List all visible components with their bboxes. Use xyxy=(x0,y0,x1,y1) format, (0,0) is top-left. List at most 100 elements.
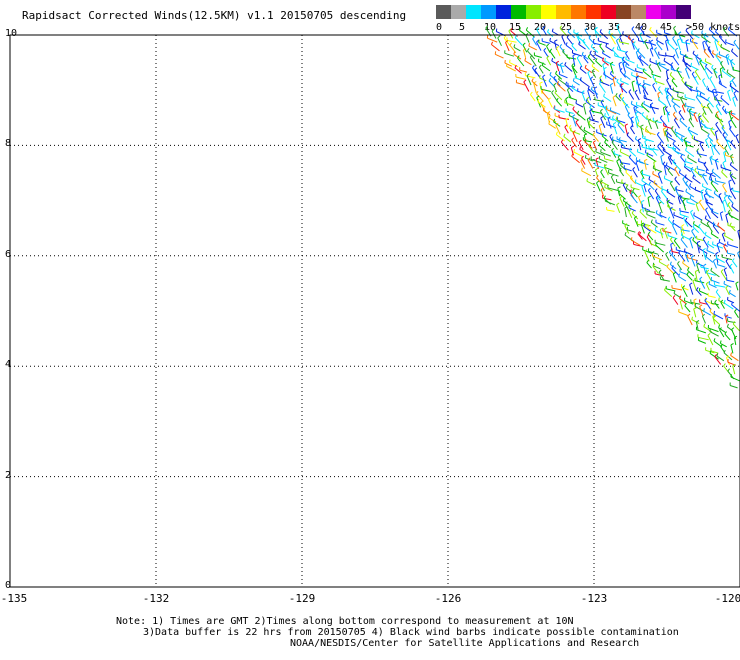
wind-barb xyxy=(557,48,561,56)
wind-barb-flag xyxy=(543,75,545,77)
wind-barb-flag xyxy=(606,44,607,47)
wind-barb xyxy=(585,142,593,149)
wind-barb xyxy=(703,115,709,123)
wind-barb xyxy=(707,251,714,254)
wind-barb xyxy=(703,81,706,87)
wind-barb-flag xyxy=(610,107,611,110)
wind-barb xyxy=(687,202,695,204)
wind-barb-flag xyxy=(705,68,707,70)
wind-barb-flag xyxy=(510,43,512,45)
wind-barb-flag xyxy=(699,224,701,226)
wind-barb xyxy=(668,170,673,175)
wind-barb-flag xyxy=(538,99,539,102)
wind-barb xyxy=(556,135,564,142)
wind-barb-flag xyxy=(702,31,703,34)
wind-barb xyxy=(706,210,711,219)
wind-barb-flag xyxy=(606,106,607,109)
wind-barb-flag xyxy=(715,94,717,96)
wind-barb xyxy=(730,165,737,171)
wind-barb-flag xyxy=(642,200,645,201)
wind-barb-flag xyxy=(641,125,644,126)
wind-barb-flag xyxy=(690,183,691,186)
wind-barb xyxy=(680,121,687,128)
wind-barb-flag xyxy=(661,155,664,156)
wind-barb xyxy=(729,215,738,220)
wind-barb xyxy=(655,274,664,276)
wind-barb xyxy=(734,42,739,49)
wind-barb-flag xyxy=(689,109,692,110)
wind-barb-flag xyxy=(552,29,553,32)
wind-barb-flag xyxy=(675,48,677,50)
wind-barb xyxy=(644,98,652,101)
wind-barb xyxy=(593,135,599,142)
wind-barb-flag xyxy=(697,241,700,242)
wind-barb xyxy=(566,99,568,106)
wind-barb xyxy=(542,65,550,71)
wind-barb xyxy=(585,30,590,37)
wind-barb xyxy=(700,279,705,289)
wind-barb-flag xyxy=(694,299,697,301)
wind-barb-flag xyxy=(592,63,593,66)
wind-barb-flag xyxy=(623,31,624,34)
wind-barb-flag xyxy=(523,43,525,45)
wind-barb-flag xyxy=(713,89,716,91)
wind-barb xyxy=(690,239,693,249)
wind-barb-flag xyxy=(626,64,627,67)
wind-barb xyxy=(668,147,676,149)
wind-barb xyxy=(620,86,627,93)
wind-barb-flag xyxy=(635,136,636,139)
wind-barb-flag xyxy=(691,210,693,212)
wind-barb xyxy=(663,108,664,115)
wind-barb-flag xyxy=(589,121,591,124)
wind-barb xyxy=(627,135,633,142)
wind-barb xyxy=(709,284,716,287)
wind-barb-flag xyxy=(638,139,641,140)
wind-barb-flag xyxy=(631,126,633,128)
wind-barb-flag xyxy=(573,54,576,55)
wind-barb-flag xyxy=(586,99,587,102)
wind-barb xyxy=(632,82,634,91)
wind-barb-flag xyxy=(654,161,657,162)
wind-barb-flag xyxy=(514,51,515,54)
wind-barb xyxy=(618,50,627,53)
wind-barb xyxy=(686,57,693,59)
wind-barb xyxy=(576,122,581,129)
wind-barb-flag xyxy=(708,241,709,244)
wind-barb xyxy=(673,274,676,283)
wind-barb-flag xyxy=(665,287,666,290)
wind-barb-flag xyxy=(619,62,622,63)
wind-barb xyxy=(659,65,668,70)
wind-barb-flag xyxy=(724,151,727,152)
wind-barb-flag xyxy=(672,78,674,81)
wind-barb-flag xyxy=(498,36,500,38)
wind-barb xyxy=(719,195,723,203)
wind-barb-flag xyxy=(650,240,651,243)
wind-barb-flag xyxy=(673,55,675,57)
wind-barb xyxy=(679,312,688,316)
wind-barb-flag xyxy=(660,142,662,145)
wind-barb xyxy=(716,181,726,183)
wind-barb xyxy=(729,293,735,297)
wind-barb-flag xyxy=(620,196,622,198)
wind-barb xyxy=(630,178,635,184)
wind-barb xyxy=(636,52,638,59)
wind-barb xyxy=(549,124,556,128)
wind-barb xyxy=(599,145,605,150)
wind-barb xyxy=(529,46,537,50)
wind-barb xyxy=(711,234,718,239)
wind-barb xyxy=(690,111,697,113)
wind-barb-flag xyxy=(613,122,616,124)
wind-barb-flag xyxy=(604,94,605,97)
wind-barb-flag xyxy=(532,79,533,82)
wind-barb-flag xyxy=(729,180,732,181)
wind-barb xyxy=(613,124,616,134)
wind-barb-flag xyxy=(644,101,645,104)
wind-barb-flag xyxy=(552,58,553,61)
wind-barb-flag xyxy=(617,203,620,205)
wind-barb xyxy=(718,225,725,231)
wind-barb xyxy=(673,298,678,305)
wind-barb xyxy=(702,316,705,323)
wind-barb xyxy=(674,106,677,112)
wind-barb xyxy=(675,50,678,58)
wind-barb-flag xyxy=(707,103,709,105)
